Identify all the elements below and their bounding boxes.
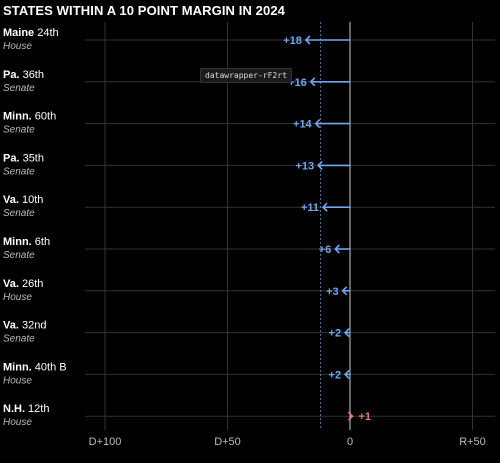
arrow-head xyxy=(347,411,354,421)
row-chamber-label: Senate xyxy=(3,83,35,94)
row-chamber-label: Senate xyxy=(3,250,35,261)
row-chamber-label: Senate xyxy=(3,166,35,177)
row-state-label: Pa. 36th xyxy=(3,69,44,81)
x-tick-label: R+50 xyxy=(459,436,486,448)
datawrapper-tooltip: datawrapper-rF2rt xyxy=(200,68,292,83)
row-chamber-label: House xyxy=(3,417,32,428)
row-chamber-label: House xyxy=(3,375,32,386)
arrow-value-label: +16 xyxy=(288,77,307,89)
arrow-head xyxy=(341,286,348,296)
arrow-value-label: +2 xyxy=(329,369,342,381)
arrow-head xyxy=(304,35,311,45)
row-chamber-label: Senate xyxy=(3,125,35,136)
row-state-label: Maine 24th xyxy=(3,27,59,39)
row-chamber-label: Senate xyxy=(3,208,35,219)
x-tick-label: 0 xyxy=(347,436,353,448)
row-chamber-label: House xyxy=(3,41,32,52)
arrow-value-label: +6 xyxy=(319,244,332,256)
arrow-value-label: +2 xyxy=(329,328,342,340)
row-state-label: N.H. 12th xyxy=(3,403,49,415)
row-state-label: Va. 32nd xyxy=(3,320,46,332)
row-state-label: Minn. 60th xyxy=(3,111,56,123)
chart-title: STATES WITHIN A 10 POINT MARGIN IN 2024 xyxy=(3,3,285,18)
row-state-label: Va. 26th xyxy=(3,278,43,290)
row-state-label: Pa. 35th xyxy=(3,152,44,164)
arrow-head xyxy=(343,369,350,379)
arrow-value-label: +14 xyxy=(293,119,313,131)
row-state-label: Minn. 40th B xyxy=(3,361,67,373)
x-tick-label: D+50 xyxy=(214,436,241,448)
row-state-label: Va. 10th xyxy=(3,194,43,206)
arrow-head xyxy=(321,202,328,212)
arrow-value-label: +3 xyxy=(326,286,339,298)
row-chamber-label: House xyxy=(3,292,32,303)
arrow-head xyxy=(343,328,350,338)
arrow-value-label: +1 xyxy=(358,411,371,423)
arrow-head xyxy=(317,160,323,170)
arrow-value-label: +13 xyxy=(295,160,314,172)
arrow-head xyxy=(314,119,321,129)
arrow-value-label: +18 xyxy=(283,35,302,47)
arrow-value-label: +11 xyxy=(301,202,319,214)
x-tick-label: D+100 xyxy=(89,436,122,448)
arrow-head xyxy=(309,77,316,87)
arrow-head xyxy=(334,244,340,254)
row-state-label: Minn. 6th xyxy=(3,236,50,248)
row-chamber-label: Senate xyxy=(3,334,35,345)
